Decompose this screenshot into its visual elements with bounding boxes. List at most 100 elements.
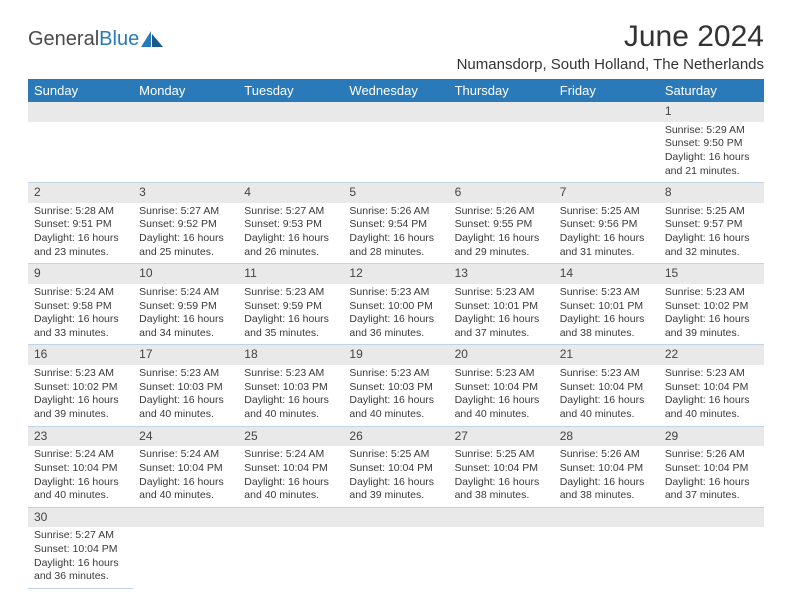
daylight-text: Daylight: 16 hours and 28 minutes. (349, 232, 442, 259)
day-cell: Sunrise: 5:27 AMSunset: 9:53 PMDaylight:… (238, 203, 343, 264)
day-number: 9 (28, 264, 133, 284)
day-cell: Sunrise: 5:23 AMSunset: 10:03 PMDaylight… (343, 365, 448, 426)
day-cell (343, 122, 448, 183)
day-cell: Sunrise: 5:24 AMSunset: 10:04 PMDaylight… (133, 446, 238, 507)
sunset-text: Sunset: 10:03 PM (244, 381, 337, 395)
sunrise-text: Sunrise: 5:24 AM (34, 286, 127, 300)
sunrise-text: Sunrise: 5:23 AM (560, 367, 653, 381)
day-number: 7 (554, 183, 659, 203)
sunset-text: Sunset: 10:04 PM (349, 462, 442, 476)
sunset-text: Sunset: 10:04 PM (34, 543, 127, 557)
sunrise-text: Sunrise: 5:25 AM (349, 448, 442, 462)
day-cell: Sunrise: 5:23 AMSunset: 10:04 PMDaylight… (449, 365, 554, 426)
sunrise-text: Sunrise: 5:26 AM (349, 205, 442, 219)
sunrise-text: Sunrise: 5:23 AM (665, 367, 758, 381)
day-number (133, 102, 238, 122)
daylight-text: Daylight: 16 hours and 40 minutes. (139, 394, 232, 421)
sunrise-text: Sunrise: 5:23 AM (244, 367, 337, 381)
calendar-table: Sunday Monday Tuesday Wednesday Thursday… (28, 79, 764, 589)
day-cell: Sunrise: 5:27 AMSunset: 10:04 PMDaylight… (28, 527, 133, 588)
daylight-text: Daylight: 16 hours and 36 minutes. (34, 557, 127, 584)
daylight-text: Daylight: 16 hours and 29 minutes. (455, 232, 548, 259)
daylight-text: Daylight: 16 hours and 40 minutes. (349, 394, 442, 421)
sunset-text: Sunset: 9:58 PM (34, 300, 127, 314)
day-cell: Sunrise: 5:23 AMSunset: 10:03 PMDaylight… (133, 365, 238, 426)
day-cell: Sunrise: 5:25 AMSunset: 10:04 PMDaylight… (449, 446, 554, 507)
day-number (554, 102, 659, 122)
day-cell: Sunrise: 5:24 AMSunset: 9:59 PMDaylight:… (133, 284, 238, 345)
day-cell (659, 527, 764, 588)
day-cell (554, 527, 659, 588)
daylight-text: Daylight: 16 hours and 38 minutes. (560, 313, 653, 340)
daylight-text: Daylight: 16 hours and 40 minutes. (34, 476, 127, 503)
day-cell: Sunrise: 5:24 AMSunset: 9:58 PMDaylight:… (28, 284, 133, 345)
day-cell: Sunrise: 5:23 AMSunset: 9:59 PMDaylight:… (238, 284, 343, 345)
daylight-text: Daylight: 16 hours and 36 minutes. (349, 313, 442, 340)
sunset-text: Sunset: 9:57 PM (665, 218, 758, 232)
day-number-row: 30 (28, 507, 764, 527)
daylight-text: Daylight: 16 hours and 35 minutes. (244, 313, 337, 340)
day-cell (343, 527, 448, 588)
daylight-text: Daylight: 16 hours and 31 minutes. (560, 232, 653, 259)
sunset-text: Sunset: 10:04 PM (560, 381, 653, 395)
sunrise-text: Sunrise: 5:24 AM (139, 286, 232, 300)
sunrise-text: Sunrise: 5:26 AM (560, 448, 653, 462)
day-cell: Sunrise: 5:26 AMSunset: 9:54 PMDaylight:… (343, 203, 448, 264)
sail-icon (141, 31, 163, 47)
day-number: 6 (449, 183, 554, 203)
sunrise-text: Sunrise: 5:24 AM (244, 448, 337, 462)
day-number: 27 (449, 426, 554, 446)
day-cell: Sunrise: 5:26 AMSunset: 9:55 PMDaylight:… (449, 203, 554, 264)
logo: General Blue (28, 28, 163, 51)
day-data-row: Sunrise: 5:24 AMSunset: 10:04 PMDaylight… (28, 446, 764, 507)
day-data-row: Sunrise: 5:28 AMSunset: 9:51 PMDaylight:… (28, 203, 764, 264)
day-number: 8 (659, 183, 764, 203)
calendar-page: General Blue June 2024 Numansdorp, South… (0, 0, 792, 609)
day-number-row: 2345678 (28, 183, 764, 203)
day-number: 10 (133, 264, 238, 284)
day-header: Saturday (659, 79, 764, 102)
day-number: 5 (343, 183, 448, 203)
day-header: Tuesday (238, 79, 343, 102)
daylight-text: Daylight: 16 hours and 40 minutes. (244, 394, 337, 421)
day-header: Thursday (449, 79, 554, 102)
day-data-row: Sunrise: 5:24 AMSunset: 9:58 PMDaylight:… (28, 284, 764, 345)
day-number: 14 (554, 264, 659, 284)
day-number-row: 16171819202122 (28, 345, 764, 365)
day-cell: Sunrise: 5:23 AMSunset: 10:03 PMDaylight… (238, 365, 343, 426)
daylight-text: Daylight: 16 hours and 25 minutes. (139, 232, 232, 259)
sunset-text: Sunset: 10:04 PM (455, 462, 548, 476)
day-number (133, 507, 238, 527)
sunset-text: Sunset: 10:01 PM (455, 300, 548, 314)
sunset-text: Sunset: 10:00 PM (349, 300, 442, 314)
day-cell: Sunrise: 5:23 AMSunset: 10:04 PMDaylight… (659, 365, 764, 426)
day-data-row: Sunrise: 5:27 AMSunset: 10:04 PMDaylight… (28, 527, 764, 588)
sunset-text: Sunset: 10:02 PM (665, 300, 758, 314)
sunrise-text: Sunrise: 5:23 AM (34, 367, 127, 381)
day-number: 12 (343, 264, 448, 284)
sunrise-text: Sunrise: 5:26 AM (665, 448, 758, 462)
day-number: 15 (659, 264, 764, 284)
sunset-text: Sunset: 9:52 PM (139, 218, 232, 232)
day-number: 28 (554, 426, 659, 446)
sunrise-text: Sunrise: 5:24 AM (139, 448, 232, 462)
day-number: 11 (238, 264, 343, 284)
sunrise-text: Sunrise: 5:25 AM (560, 205, 653, 219)
day-cell: Sunrise: 5:24 AMSunset: 10:04 PMDaylight… (28, 446, 133, 507)
day-number: 29 (659, 426, 764, 446)
sunrise-text: Sunrise: 5:27 AM (244, 205, 337, 219)
day-number (449, 507, 554, 527)
sunset-text: Sunset: 10:03 PM (349, 381, 442, 395)
day-header: Wednesday (343, 79, 448, 102)
day-cell: Sunrise: 5:23 AMSunset: 10:02 PMDaylight… (659, 284, 764, 345)
day-cell: Sunrise: 5:23 AMSunset: 10:01 PMDaylight… (449, 284, 554, 345)
sunrise-text: Sunrise: 5:25 AM (665, 205, 758, 219)
sunset-text: Sunset: 10:04 PM (139, 462, 232, 476)
daylight-text: Daylight: 16 hours and 37 minutes. (455, 313, 548, 340)
sunrise-text: Sunrise: 5:27 AM (34, 529, 127, 543)
day-number: 18 (238, 345, 343, 365)
day-cell: Sunrise: 5:28 AMSunset: 9:51 PMDaylight:… (28, 203, 133, 264)
sunset-text: Sunset: 9:59 PM (244, 300, 337, 314)
day-cell (28, 122, 133, 183)
day-number: 26 (343, 426, 448, 446)
